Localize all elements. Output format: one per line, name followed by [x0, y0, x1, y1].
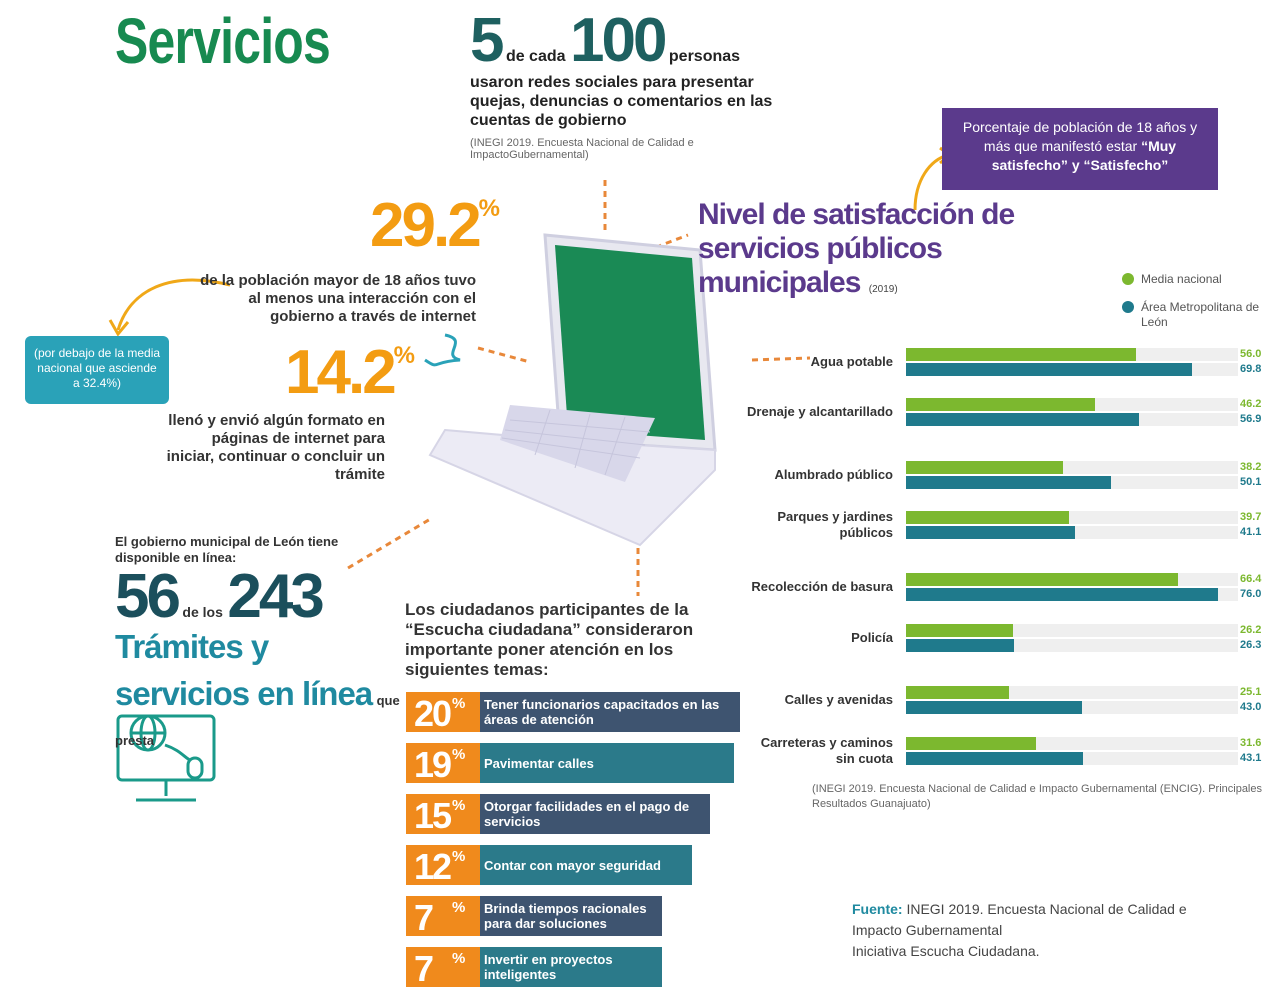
bar: [906, 363, 1192, 376]
topic-label: Brinda tiempos racionales para dar soluc…: [484, 896, 656, 936]
topic-unit: %: [452, 848, 465, 865]
legend-marker: [1122, 273, 1134, 285]
legend-marker: [1122, 301, 1134, 313]
bar: [906, 624, 1013, 637]
category-label: Alumbrado público: [743, 458, 893, 492]
chart-title-block: Nivel de satisfacción de servicios públi…: [698, 198, 1098, 307]
redes-stat: 5 de cada 100 personas: [470, 10, 740, 72]
footer-line: Iniciativa Escucha Ciudadana.: [852, 943, 1040, 959]
category-label: Drenaje y alcantarillado: [743, 395, 893, 429]
topic-label: Contar con mayor seguridad: [484, 845, 686, 885]
topic-label: Invertir en proyectos inteligentes: [484, 947, 656, 987]
value-label: 46.2: [1240, 398, 1261, 410]
value-label: 50.1: [1240, 476, 1261, 488]
topic-unit: %: [452, 746, 465, 763]
bar: [906, 398, 1095, 411]
topic-unit: %: [452, 950, 465, 967]
internet-text: de la población mayor de 18 años tuvo al…: [196, 272, 476, 326]
category-label: Calles y avenidas: [743, 683, 893, 717]
bar: [906, 701, 1082, 714]
tramites-label: Trámites y servicios en línea: [115, 628, 372, 712]
tramites-value: 56: [115, 562, 178, 631]
bar: [906, 348, 1136, 361]
topic-value: 19: [414, 744, 450, 786]
formatos-text: llenó y envió algún formato en páginas d…: [165, 412, 385, 484]
value-label: 76.0: [1240, 588, 1261, 600]
bar: [906, 413, 1139, 426]
chart-title-note: (2019): [869, 284, 898, 295]
footer-label: Fuente:: [852, 901, 903, 917]
internet-unit: %: [479, 195, 500, 222]
value-label: 25.1: [1240, 686, 1261, 698]
category-label: Carreteras y caminos sin cuota: [743, 734, 893, 768]
value-label: 66.4: [1240, 573, 1261, 585]
tramites-connector: de los: [182, 604, 222, 620]
topic-value: 7: [414, 897, 432, 939]
page-title: Servicios: [115, 4, 330, 78]
value-label: 41.1: [1240, 526, 1261, 538]
topic-value: 20: [414, 693, 450, 735]
value-label: 31.6: [1240, 737, 1261, 749]
topic-unit: %: [452, 899, 465, 916]
bar: [906, 526, 1075, 539]
formatos-value: 14.2: [285, 338, 394, 407]
bar: [906, 461, 1063, 474]
value-label: 56.0: [1240, 348, 1261, 360]
value-label: 43.1: [1240, 752, 1261, 764]
redes-total: 100: [570, 6, 664, 75]
redes-source: (INEGI 2019. Encuesta Nacional de Calida…: [470, 137, 770, 161]
topic-label: Tener funcionarios capacitados en las ár…: [484, 692, 734, 732]
bar: [906, 639, 1014, 652]
bar: [906, 573, 1178, 586]
bar: [906, 511, 1069, 524]
value-label: 26.3: [1240, 639, 1261, 651]
topic-unit: %: [452, 797, 465, 814]
formatos-unit: %: [394, 342, 415, 369]
bar: [906, 752, 1083, 765]
chart-note-box: Porcentaje de población de 18 años y más…: [942, 108, 1218, 190]
value-label: 69.8: [1240, 363, 1261, 375]
value-label: 26.2: [1240, 624, 1261, 636]
topic-label: Otorgar facilidades en el pago de servic…: [484, 794, 704, 834]
legend-label: Media nacional: [1141, 272, 1266, 287]
redes-text: usaron redes sociales para presentar que…: [470, 73, 790, 130]
topic-label: Pavimentar calles: [484, 743, 728, 783]
bar: [906, 476, 1111, 489]
category-label: Parques y jardines públicos: [743, 508, 893, 542]
tramites-stat: 56 de los 243: [115, 566, 322, 628]
tramites-label-block: Trámites y servicios en línea que presta: [115, 627, 405, 761]
value-label: 39.7: [1240, 511, 1261, 523]
footer-line: INEGI 2019. Encuesta Nacional de Calidad…: [852, 901, 1187, 938]
value-label: 43.0: [1240, 701, 1261, 713]
value-label: 56.9: [1240, 413, 1261, 425]
topic-value: 15: [414, 795, 450, 837]
topic-value: 12: [414, 846, 450, 888]
bar: [906, 588, 1218, 601]
bar: [906, 737, 1036, 750]
page: Servicios 5 de cada 100 personas usaron …: [0, 0, 1276, 985]
escucha-intro: Los ciudadanos participantes de la “Escu…: [405, 600, 715, 680]
internet-note: (por debajo de la media nacional que asc…: [25, 336, 169, 404]
redes-unit: personas: [669, 48, 740, 65]
formatos-stat: 14.2%: [285, 342, 415, 404]
value-label: 38.2: [1240, 461, 1261, 473]
tramites-total: 243: [227, 562, 321, 631]
category-label: Recolección de basura: [743, 570, 893, 604]
chart-source: (INEGI 2019. Encuesta Nacional de Calida…: [812, 782, 1272, 812]
footer: Fuente: INEGI 2019. Encuesta Nacional de…: [852, 899, 1222, 962]
category-label: Policía: [743, 621, 893, 655]
topic-value: 7: [414, 948, 432, 990]
category-label: Agua potable: [743, 345, 893, 379]
internet-value: 29.2: [370, 191, 479, 260]
bar: [906, 686, 1009, 699]
legend-label: Área Metropolitana de León: [1141, 300, 1266, 330]
chart-title: Nivel de satisfacción de servicios públi…: [698, 198, 1014, 299]
internet-stat: 29.2%: [370, 195, 500, 257]
topic-unit: %: [452, 695, 465, 712]
redes-count: 5: [470, 6, 501, 75]
redes-connector: de cada: [506, 48, 566, 65]
